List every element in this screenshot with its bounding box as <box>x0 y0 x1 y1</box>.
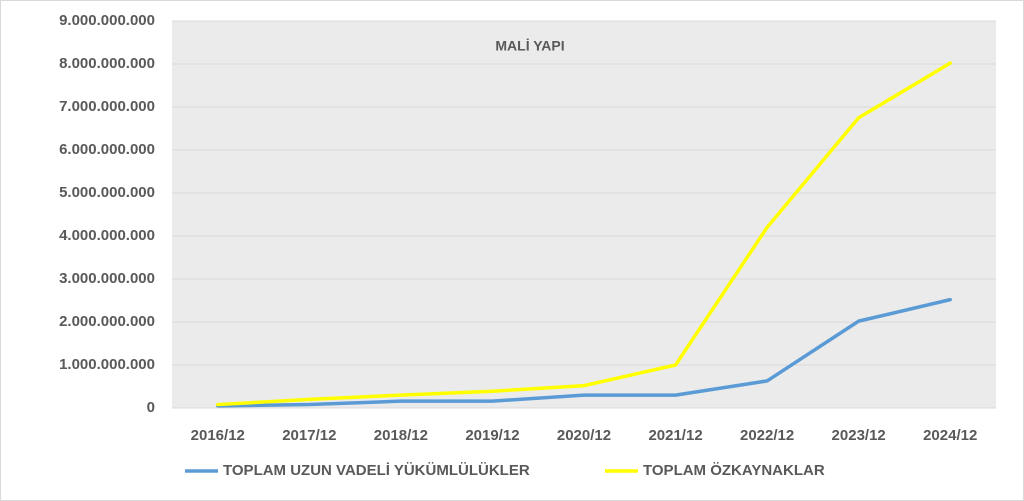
x-tick-label: 2016/12 <box>191 427 245 444</box>
x-tick-label: 2022/12 <box>740 427 794 444</box>
data-line <box>216 297 952 408</box>
legend-label: TOPLAM ÖZKAYNAKLAR <box>643 462 825 479</box>
x-tick-label: 2018/12 <box>374 427 428 444</box>
y-tick-label: 4.000.000.000 <box>59 227 155 244</box>
x-tick-label: 2024/12 <box>923 427 977 444</box>
y-tick-label: 5.000.000.000 <box>59 184 155 201</box>
y-tick-label: 7.000.000.000 <box>59 98 155 115</box>
y-tick-label: 6.000.000.000 <box>59 141 155 158</box>
data-line <box>216 61 952 407</box>
plot-area <box>172 21 996 408</box>
y-tick-label: 3.000.000.000 <box>59 270 155 287</box>
y-tick-label: 9.000.000.000 <box>59 12 155 29</box>
y-tick-label: 8.000.000.000 <box>59 55 155 72</box>
y-tick-label: 2.000.000.000 <box>59 313 155 330</box>
x-tick-label: 2020/12 <box>557 427 611 444</box>
x-tick-label: 2023/12 <box>832 427 886 444</box>
x-tick-label: 2021/12 <box>648 427 702 444</box>
x-tick-label: 2019/12 <box>465 427 519 444</box>
legend-label: TOPLAM UZUN VADELİ YÜKÜMLÜLÜKLER <box>223 462 530 479</box>
chart-title: MALİ YAPI <box>495 38 564 54</box>
x-tick-label: 2017/12 <box>282 427 336 444</box>
grid <box>172 20 996 409</box>
y-tick-label: 1.000.000.000 <box>59 356 155 373</box>
y-tick-label: 0 <box>147 399 155 416</box>
